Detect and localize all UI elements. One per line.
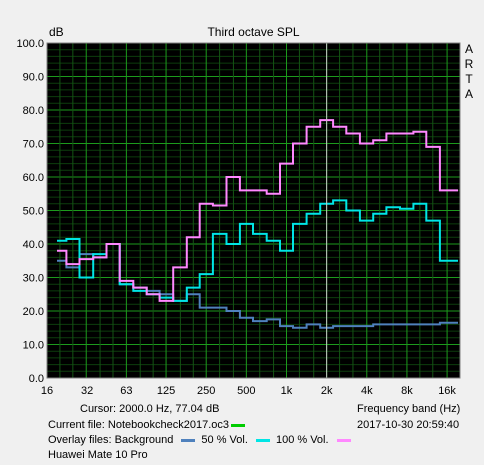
series-line-vol100 [57, 119, 458, 302]
current-file-label: Current file: Notebookcheck2017.oc3 [48, 419, 229, 431]
x-tick-label: 8k [401, 385, 413, 397]
frequency-band-label: Frequency band (Hz) [357, 403, 461, 415]
y-tick-label: 40.0 [23, 239, 44, 251]
x-tick-label: 2k [321, 385, 333, 397]
x-tick-label: 125 [157, 385, 175, 397]
y-tick-label: 10.0 [23, 340, 44, 352]
overlay-50-label: 50 % Vol. [201, 434, 248, 446]
overlay-100-label: 100 % Vol. [275, 434, 329, 446]
overlay-50-swatch [255, 438, 270, 442]
overlay-background-label: Overlay files: Background [48, 434, 174, 446]
cursor-readout: Cursor: 2000.0 Hz, 77.04 dB [80, 403, 220, 415]
overlay-100-swatch [336, 438, 351, 442]
x-tick-label: 16k [438, 385, 456, 397]
x-tick-label: 32 [81, 385, 93, 397]
y-tick-label: 0.0 [29, 373, 44, 385]
timestamp: 2017-10-30 20:59:40 [357, 419, 460, 431]
x-tick-label: 500 [237, 385, 255, 397]
y-tick-label: 70.0 [23, 139, 44, 151]
x-tick-label: 1k [281, 385, 293, 397]
chart-title: Third octave SPL [207, 25, 299, 39]
plot-frame [46, 42, 461, 379]
overlay-files: Overlay files: Background 50 % Vol. 100 … [48, 434, 354, 446]
current-file: Current file: Notebookcheck2017.oc3 [48, 419, 248, 431]
overlay-background-swatch [181, 438, 196, 442]
y-tick-label: 90.0 [23, 72, 44, 84]
x-tick-label: 16 [41, 385, 53, 397]
y-tick-label: 20.0 [23, 306, 44, 318]
series-line-vol50 [57, 199, 458, 302]
x-tick-label: 250 [197, 385, 215, 397]
x-tick-label: 63 [120, 385, 132, 397]
arta-letter: A [465, 42, 473, 56]
y-tick-label: 50.0 [23, 206, 44, 218]
current-file-swatch [231, 423, 245, 427]
y-tick-label: 60.0 [23, 172, 44, 184]
arta-letter: R [465, 57, 474, 71]
x-tick-label: 4k [361, 385, 373, 397]
arta-letter: A [465, 87, 473, 101]
device-name: Huawei Mate 10 Pro [48, 449, 148, 461]
y-tick-label: 80.0 [23, 105, 44, 117]
arta-letter: T [465, 72, 473, 86]
y-axis-label: dB [49, 25, 64, 39]
y-tick-label: 30.0 [23, 273, 44, 285]
y-tick-label: 100.0 [16, 38, 44, 50]
